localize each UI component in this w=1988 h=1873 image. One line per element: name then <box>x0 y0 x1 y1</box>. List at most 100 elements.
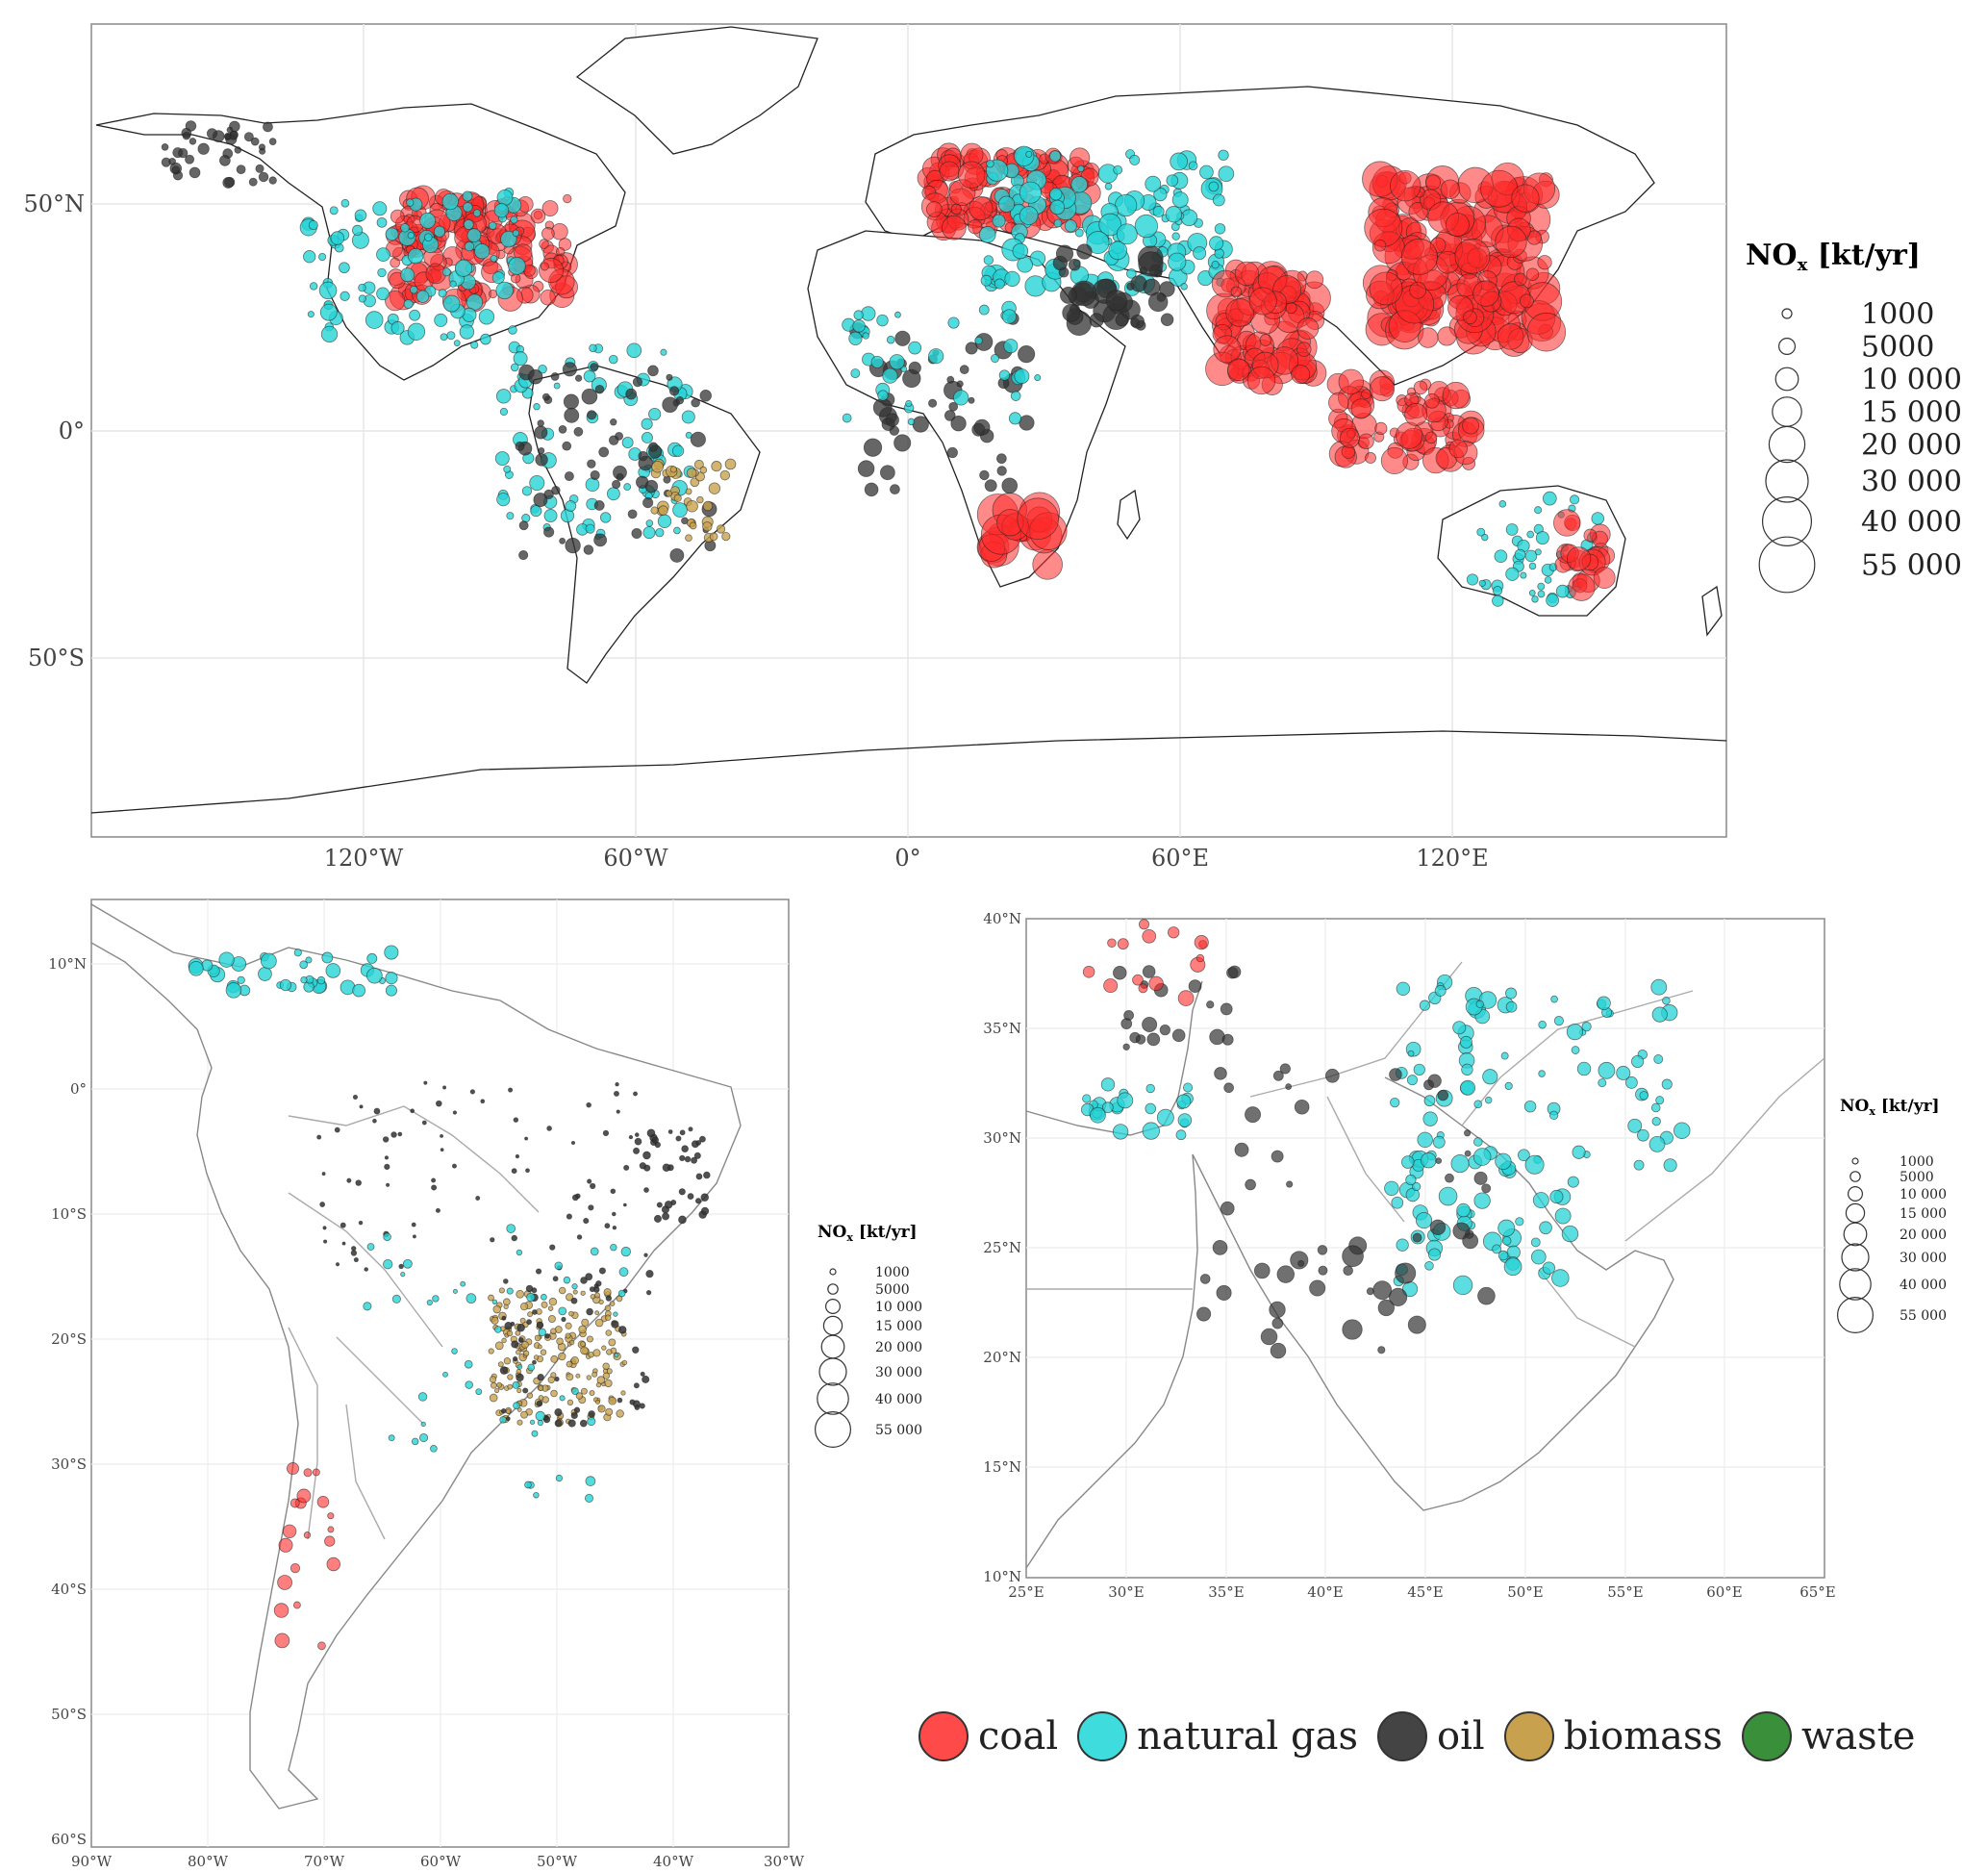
emission-point-oil <box>959 365 969 374</box>
sa-lat-tick: 10°S <box>51 1205 87 1223</box>
emission-point-natural-gas <box>905 399 913 408</box>
emission-point-natural-gas <box>303 250 316 264</box>
emission-point-oil <box>623 1164 630 1171</box>
emission-point-natural-gas <box>994 278 1005 290</box>
emission-point-natural-gas <box>400 267 415 283</box>
emission-point-biomass <box>604 1379 613 1388</box>
emission-point-natural-gas <box>648 407 662 421</box>
emission-point-oil <box>564 471 574 482</box>
emission-point-oil <box>412 1234 416 1239</box>
emission-point-natural-gas <box>218 951 235 968</box>
emission-point-oil <box>511 1340 519 1349</box>
emission-point-natural-gas <box>585 477 600 493</box>
emission-point-natural-gas <box>978 304 990 316</box>
emission-point-natural-gas <box>494 1326 502 1333</box>
south-america-map: 10°N 0° 10°S 20°S 30°S 40°S 50°S 60°S 90… <box>48 899 922 1870</box>
emission-point-natural-gas <box>1534 506 1543 515</box>
emission-point-natural-gas <box>1548 1110 1559 1121</box>
emission-point-oil <box>590 469 600 480</box>
emission-point-coal <box>1370 376 1396 402</box>
emission-point-biomass <box>581 1318 590 1327</box>
emission-point-natural-gas <box>402 1258 413 1269</box>
emission-point-natural-gas <box>1494 549 1508 564</box>
emission-point-coal <box>541 227 555 240</box>
legend-item-waste: waste <box>1742 1711 1915 1761</box>
emission-point-biomass <box>519 1317 526 1324</box>
emission-point-coal <box>1142 928 1157 944</box>
emission-point-oil <box>996 466 1007 476</box>
emission-point-natural-gas <box>426 1299 433 1306</box>
emission-point-natural-gas <box>470 341 479 349</box>
emission-point-oil <box>893 434 912 452</box>
emission-point-oil <box>1481 1183 1492 1194</box>
emission-point-oil <box>508 1087 514 1093</box>
emission-point-oil <box>386 1182 390 1187</box>
size-legend-label: 10 000 <box>875 1300 922 1315</box>
emission-point-natural-gas <box>1218 165 1235 183</box>
emission-point-oil <box>535 453 548 467</box>
emission-point-natural-gas <box>1049 188 1063 201</box>
emission-point-oil <box>1089 313 1104 328</box>
emission-point-natural-gas <box>952 390 969 406</box>
me-emission-points <box>1080 919 1691 1359</box>
emission-point-oil <box>397 1131 403 1137</box>
emission-point-oil <box>1113 966 1127 980</box>
emission-point-natural-gas <box>464 1359 473 1369</box>
emission-point-oil <box>480 1099 486 1104</box>
emission-point-natural-gas <box>1551 1269 1570 1287</box>
emission-point-coal <box>1328 392 1349 414</box>
emission-point-natural-gas <box>623 483 632 492</box>
emission-point-oil <box>580 1277 588 1284</box>
size-legend-circle <box>829 1268 837 1276</box>
emission-point-oil <box>979 469 990 481</box>
emission-point-natural-gas <box>521 486 533 496</box>
emission-point-oil <box>594 384 605 394</box>
emission-point-oil <box>250 137 260 146</box>
emission-point-natural-gas <box>1497 1250 1509 1261</box>
emission-point-natural-gas <box>642 526 656 540</box>
emission-point-coal <box>1400 238 1438 275</box>
emission-point-oil <box>516 1373 524 1382</box>
size-legend-label: 20 000 <box>1861 429 1962 463</box>
emission-point-oil <box>632 1346 640 1354</box>
emission-point-natural-gas <box>531 1430 539 1437</box>
emission-point-coal <box>941 215 967 240</box>
emission-point-biomass <box>685 488 692 495</box>
size-legend-label: 30 000 <box>875 1365 922 1380</box>
emission-point-oil <box>691 397 700 408</box>
emission-point-biomass <box>605 1329 613 1336</box>
emission-point-natural-gas <box>530 505 542 518</box>
emission-point-natural-gas <box>1627 1118 1643 1133</box>
emission-point-natural-gas <box>466 1293 477 1304</box>
emission-point-oil <box>1115 313 1129 327</box>
emission-point-natural-gas <box>1405 1174 1417 1186</box>
emission-point-natural-gas <box>599 512 612 523</box>
emission-point-biomass <box>516 1289 525 1299</box>
emission-point-natural-gas <box>1663 1158 1677 1173</box>
middle-east-map: 40°N 35°N 30°N 25°N 20°N 15°N 10°N 25°E … <box>983 910 1947 1601</box>
size-legend-label: 5000 <box>1900 1170 1934 1185</box>
emission-point-natural-gas <box>472 209 482 217</box>
emission-point-natural-gas <box>671 444 685 457</box>
emission-point-natural-gas <box>1413 1063 1425 1076</box>
emission-point-biomass <box>605 1407 614 1416</box>
emission-point-natural-gas <box>527 1363 536 1372</box>
emission-point-biomass <box>702 521 713 532</box>
me-lat-labels: 40°N 35°N 30°N 25°N 20°N 15°N 10°N <box>983 910 1021 1585</box>
emission-point-natural-gas <box>1391 1196 1404 1209</box>
emission-point-natural-gas <box>555 1474 564 1482</box>
emission-point-natural-gas <box>407 232 415 240</box>
me-borders <box>1026 961 1825 1348</box>
emission-point-natural-gas <box>409 309 421 321</box>
emission-point-natural-gas <box>1539 1221 1552 1235</box>
emission-point-natural-gas <box>366 952 378 964</box>
emission-point-oil <box>1160 313 1174 326</box>
emission-point-natural-gas <box>1117 1092 1134 1109</box>
emission-point-natural-gas <box>1049 150 1062 163</box>
emission-point-natural-gas <box>850 368 861 379</box>
emission-point-coal <box>317 1641 326 1651</box>
emission-point-natural-gas <box>419 212 437 229</box>
emission-point-oil <box>537 419 544 427</box>
emission-point-natural-gas <box>889 354 905 370</box>
size-legend-label: 40 000 <box>1900 1278 1947 1293</box>
